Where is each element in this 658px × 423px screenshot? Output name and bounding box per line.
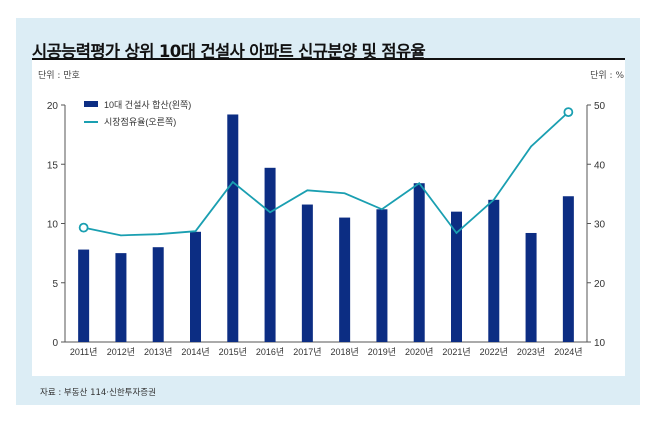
x-tick-label: 2023년 [517, 347, 545, 357]
x-tick-label: 2024년 [554, 347, 582, 357]
x-tick-label: 2019년 [368, 347, 396, 357]
line-point-2019년 [381, 208, 383, 211]
bar-2024년 [562, 196, 574, 342]
legend-bar-swatch [84, 101, 98, 107]
right-unit-label: 단위 : % [590, 71, 624, 81]
line-point-2024년 [563, 107, 574, 118]
left-unit-label: 단위 : 만호 [38, 71, 80, 81]
x-tick-label: 2021년 [442, 347, 470, 357]
line-point-2013년 [157, 233, 160, 235]
axes: 0 5 10 15 20 10 20 30 40 50 [47, 101, 606, 349]
left-tick-label: 15 [47, 160, 59, 171]
bar-2021년 [451, 211, 462, 342]
left-tick-label: 10 [47, 220, 59, 231]
left-tick-label: 0 [52, 338, 58, 349]
bar-2018년 [339, 217, 351, 342]
bar-series [78, 114, 574, 342]
line-point-2014년 [194, 230, 197, 233]
left-tick-label: 5 [52, 279, 58, 290]
bar-2014년 [190, 231, 201, 342]
bar-2022년 [488, 199, 500, 342]
x-tick-label: 2022년 [480, 347, 508, 357]
x-tick-label: 2017년 [293, 347, 321, 357]
bar-2015년 [227, 114, 239, 342]
line-point-2015년 [231, 181, 234, 183]
line-point-2020년 [418, 182, 421, 185]
line-point-2011년 [78, 222, 89, 233]
bar-2013년 [152, 247, 164, 342]
right-tick-label: 50 [594, 101, 606, 112]
x-tick-label: 2014년 [181, 347, 209, 357]
line-point-2012년 [120, 234, 122, 237]
bar-2019년 [376, 209, 388, 342]
right-tick-label: 30 [594, 220, 606, 231]
bar-2023년 [525, 232, 537, 342]
right-tick-label: 40 [594, 160, 606, 171]
chart-title: 시공능력평가 상위 10대 건설사 아파트 신규분양 및 점유율 [32, 42, 426, 61]
title-rule [32, 58, 625, 60]
line-point-2022년 [492, 199, 495, 201]
x-tick-label: 2011년 [70, 347, 98, 357]
bar-2012년 [115, 253, 127, 342]
x-tick-label: 2013년 [144, 347, 172, 357]
bar-2020년 [413, 183, 425, 342]
line-point-2021년 [455, 232, 458, 234]
line-point-2016년 [269, 211, 271, 214]
legend: 10대 건설사 합산(왼쪽) 시장점유율(오른쪽) [84, 100, 191, 127]
x-tick-labels: 2011년 2012년 2013년 2014년 2015년 2016년 2017년 2018년… [70, 347, 583, 357]
x-tick-label: 2020년 [405, 347, 433, 357]
line-point-2018년 [343, 192, 346, 195]
bar-2017년 [301, 204, 313, 342]
x-tick-label: 2018년 [330, 347, 358, 357]
right-tick-label: 10 [594, 338, 606, 349]
line-point-2023년 [530, 145, 532, 148]
line-point-2017년 [306, 189, 309, 192]
source-note: 자료 : 부동산 114·신한투자증권 [40, 388, 156, 398]
line-series [78, 107, 574, 237]
x-tick-label: 2015년 [219, 347, 247, 357]
x-tick-label: 2016년 [256, 347, 284, 357]
left-tick-label: 20 [47, 101, 59, 112]
x-tick-label: 2012년 [107, 347, 135, 357]
bar-2016년 [264, 167, 276, 342]
legend-bar-label: 10대 건설사 합산(왼쪽) [104, 100, 191, 110]
bar-2011년 [78, 249, 90, 342]
right-tick-label: 20 [594, 279, 606, 290]
legend-line-label: 시장점유율(오른쪽) [104, 116, 176, 127]
market-share-line [83, 111, 569, 237]
